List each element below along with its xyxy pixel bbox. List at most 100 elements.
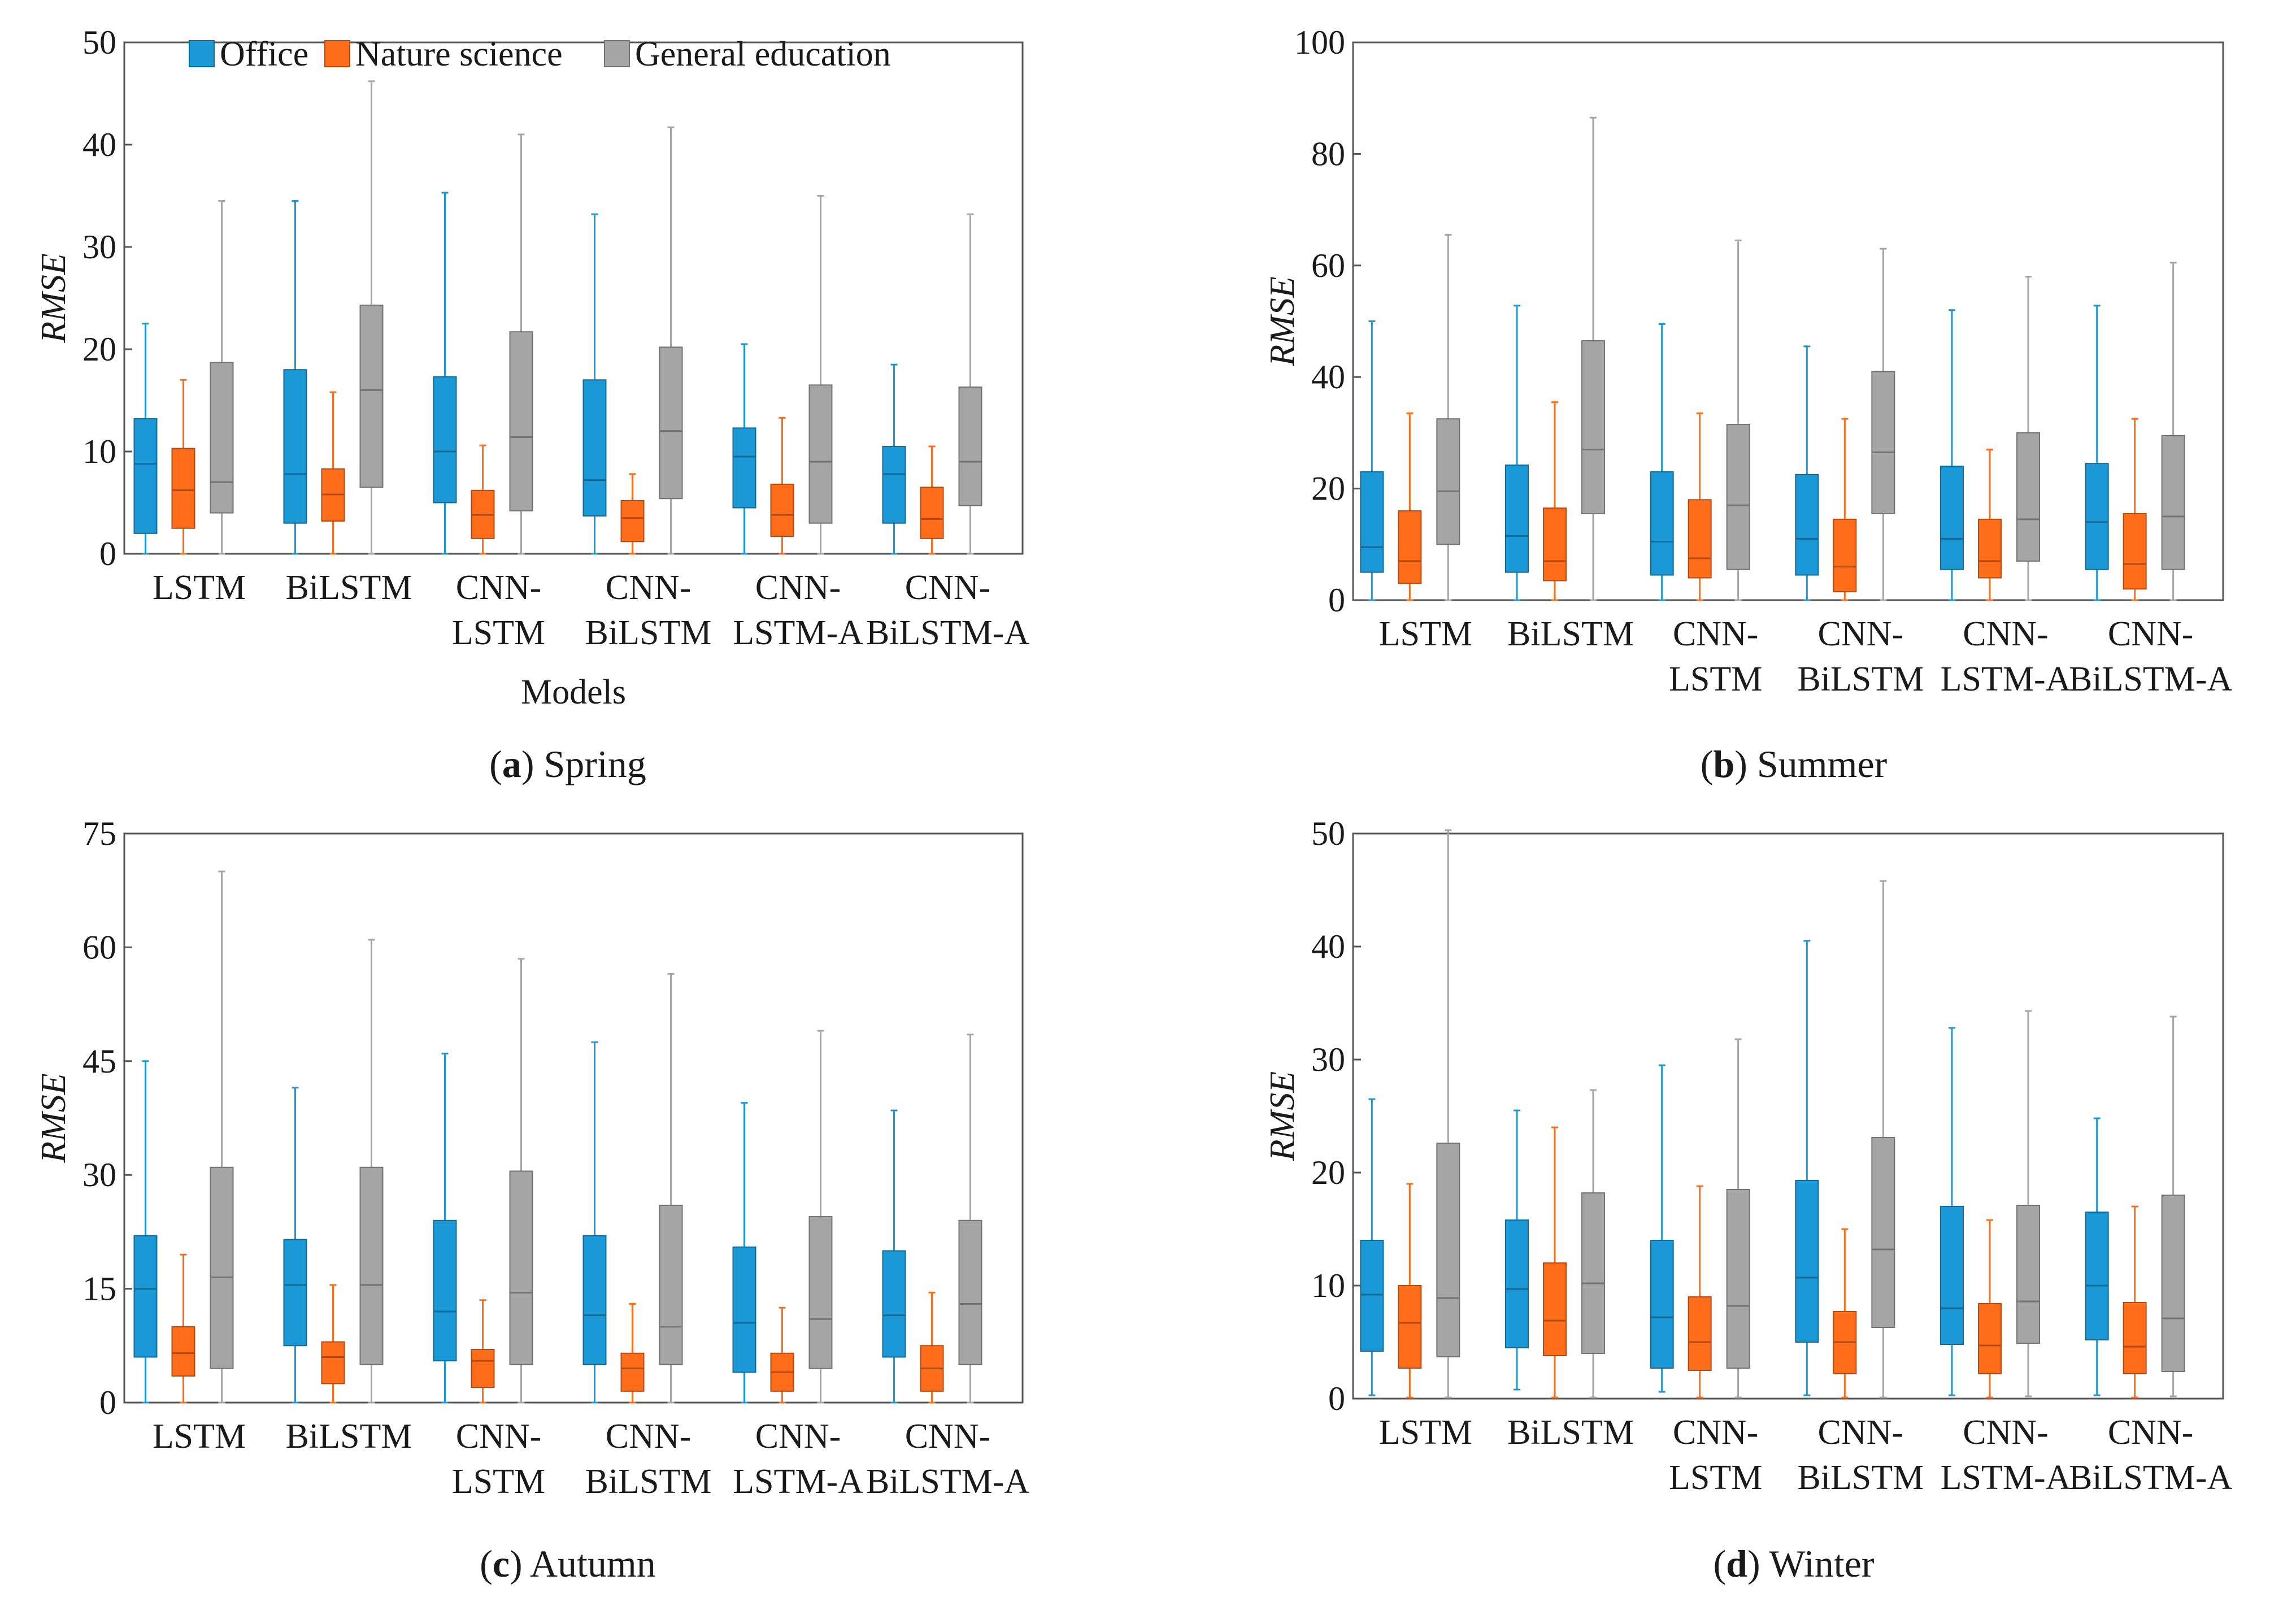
box-body xyxy=(1436,418,1460,545)
category-label: BiLSTM xyxy=(1507,1413,1634,1452)
box-body xyxy=(659,1204,683,1365)
box-body xyxy=(2161,1195,2185,1372)
box-body xyxy=(2016,1205,2040,1344)
box-office xyxy=(732,343,756,555)
box-body xyxy=(1505,465,1529,573)
box-body xyxy=(882,1250,906,1358)
category-label: CNN- xyxy=(606,1417,692,1456)
legend-swatch xyxy=(324,40,350,67)
box-nature-science xyxy=(1543,1126,1567,1399)
box-nature-science xyxy=(2123,1205,2147,1399)
chart-autumn: 0 15 30 45 60 75 RMSE LSTM BiLSTM CNN- LSTM CNN- BiL… xyxy=(34,815,1029,1585)
box-body xyxy=(920,487,944,539)
box-body xyxy=(1543,507,1567,581)
category-label: CNN- xyxy=(1963,1413,2049,1452)
box-nature-science xyxy=(1833,1228,1857,1399)
box-general-education xyxy=(1436,234,1460,601)
y-tick-label: 20 xyxy=(1311,1154,1345,1191)
category-label: BiLSTM-A xyxy=(866,614,1030,652)
box-nature-science xyxy=(321,391,345,555)
box-body xyxy=(808,384,833,524)
box-general-education xyxy=(1436,829,1460,1399)
box-nature-science xyxy=(770,416,794,555)
y-axis-label: RMSE xyxy=(34,1073,73,1163)
chart-spring: 0 10 20 30 40 50 RMSE LSTM BiLSTM CNN- LSTM CNN- BiL… xyxy=(34,24,1029,785)
y-tick-label: 0 xyxy=(99,1384,116,1421)
box-body xyxy=(620,500,645,542)
box-body xyxy=(732,1246,756,1373)
box-body xyxy=(1978,1303,2002,1374)
category-label: LSTM-A xyxy=(1941,660,2071,698)
y-axis-label: RMSE xyxy=(1263,276,1302,366)
category-label: CNN- xyxy=(1818,615,1904,653)
box-body xyxy=(1398,510,1422,584)
box-body xyxy=(1688,1296,1712,1371)
box-nature-science xyxy=(1543,401,1567,601)
chart-caption: (c) Autumn xyxy=(480,1542,656,1585)
box-body xyxy=(1581,1192,1605,1354)
box-body xyxy=(2161,435,2185,570)
box-general-education xyxy=(1581,1089,1605,1399)
y-tick-label: 0 xyxy=(1328,581,1345,619)
box-body xyxy=(2016,432,2040,562)
box-nature-science xyxy=(1688,412,1712,601)
box-general-education xyxy=(2016,1010,2040,1397)
y-tick-label: 60 xyxy=(82,928,116,966)
legend-label: General education xyxy=(635,35,891,73)
box-body xyxy=(1871,1137,1895,1328)
box-body xyxy=(471,1349,495,1388)
box-body xyxy=(582,379,607,517)
box-body xyxy=(433,1219,457,1362)
box-body xyxy=(732,427,756,509)
plot-frame xyxy=(123,832,1024,1404)
category-label: CNN- xyxy=(1673,1413,1759,1452)
box-nature-science xyxy=(920,445,944,555)
category-label: LSTM-A xyxy=(1941,1459,2071,1497)
box-body xyxy=(882,445,906,524)
category-label: BiLSTM xyxy=(286,568,412,607)
box-body xyxy=(1795,1180,1819,1343)
chart-summer: 0 20 40 60 80 100 RMSE LSTM BiLSTM CNN- LSTM CNN- Bi… xyxy=(1263,24,2233,785)
box-body xyxy=(171,448,195,529)
box-nature-science xyxy=(1978,449,2002,601)
box-office xyxy=(133,323,158,555)
box-nature-science xyxy=(1978,1219,2002,1399)
box-general-education xyxy=(359,939,384,1404)
box-office xyxy=(882,363,906,555)
box-body xyxy=(1940,466,1964,570)
box-office xyxy=(433,1052,457,1404)
box-body xyxy=(283,369,307,524)
box-office xyxy=(2085,1117,2109,1396)
box-general-education xyxy=(1726,239,1750,601)
chart-caption: (a) Spring xyxy=(489,743,646,785)
box-body xyxy=(359,305,384,488)
box-body xyxy=(2123,513,2147,590)
box-office xyxy=(283,200,307,555)
box-general-education xyxy=(2016,276,2040,601)
box-office xyxy=(882,1109,906,1404)
box-office xyxy=(283,1087,307,1404)
plot-frame xyxy=(1352,41,2224,601)
box-body xyxy=(1543,1262,1567,1356)
category-label: CNN- xyxy=(456,568,542,607)
y-tick-label: 45 xyxy=(82,1043,116,1080)
box-office xyxy=(2085,305,2109,601)
chart-caption: (d) Winter xyxy=(1714,1542,1875,1585)
box-body xyxy=(321,1341,345,1384)
box-body xyxy=(1398,1285,1422,1369)
box-body xyxy=(808,1216,833,1369)
legend-item: Office xyxy=(189,35,308,73)
box-general-education xyxy=(359,80,384,555)
box-body xyxy=(433,376,457,503)
category-label: BiLSTM xyxy=(585,1462,712,1501)
box-office xyxy=(1505,1109,1529,1391)
category-label: CNN- xyxy=(905,1417,991,1456)
box-body xyxy=(1360,471,1384,573)
box-nature-science xyxy=(920,1291,944,1404)
box-body xyxy=(1726,424,1750,570)
box-general-education xyxy=(808,195,833,555)
y-axis-label: RMSE xyxy=(34,253,73,343)
category-label: CNN- xyxy=(2108,1413,2194,1452)
box-nature-science xyxy=(321,1284,345,1404)
